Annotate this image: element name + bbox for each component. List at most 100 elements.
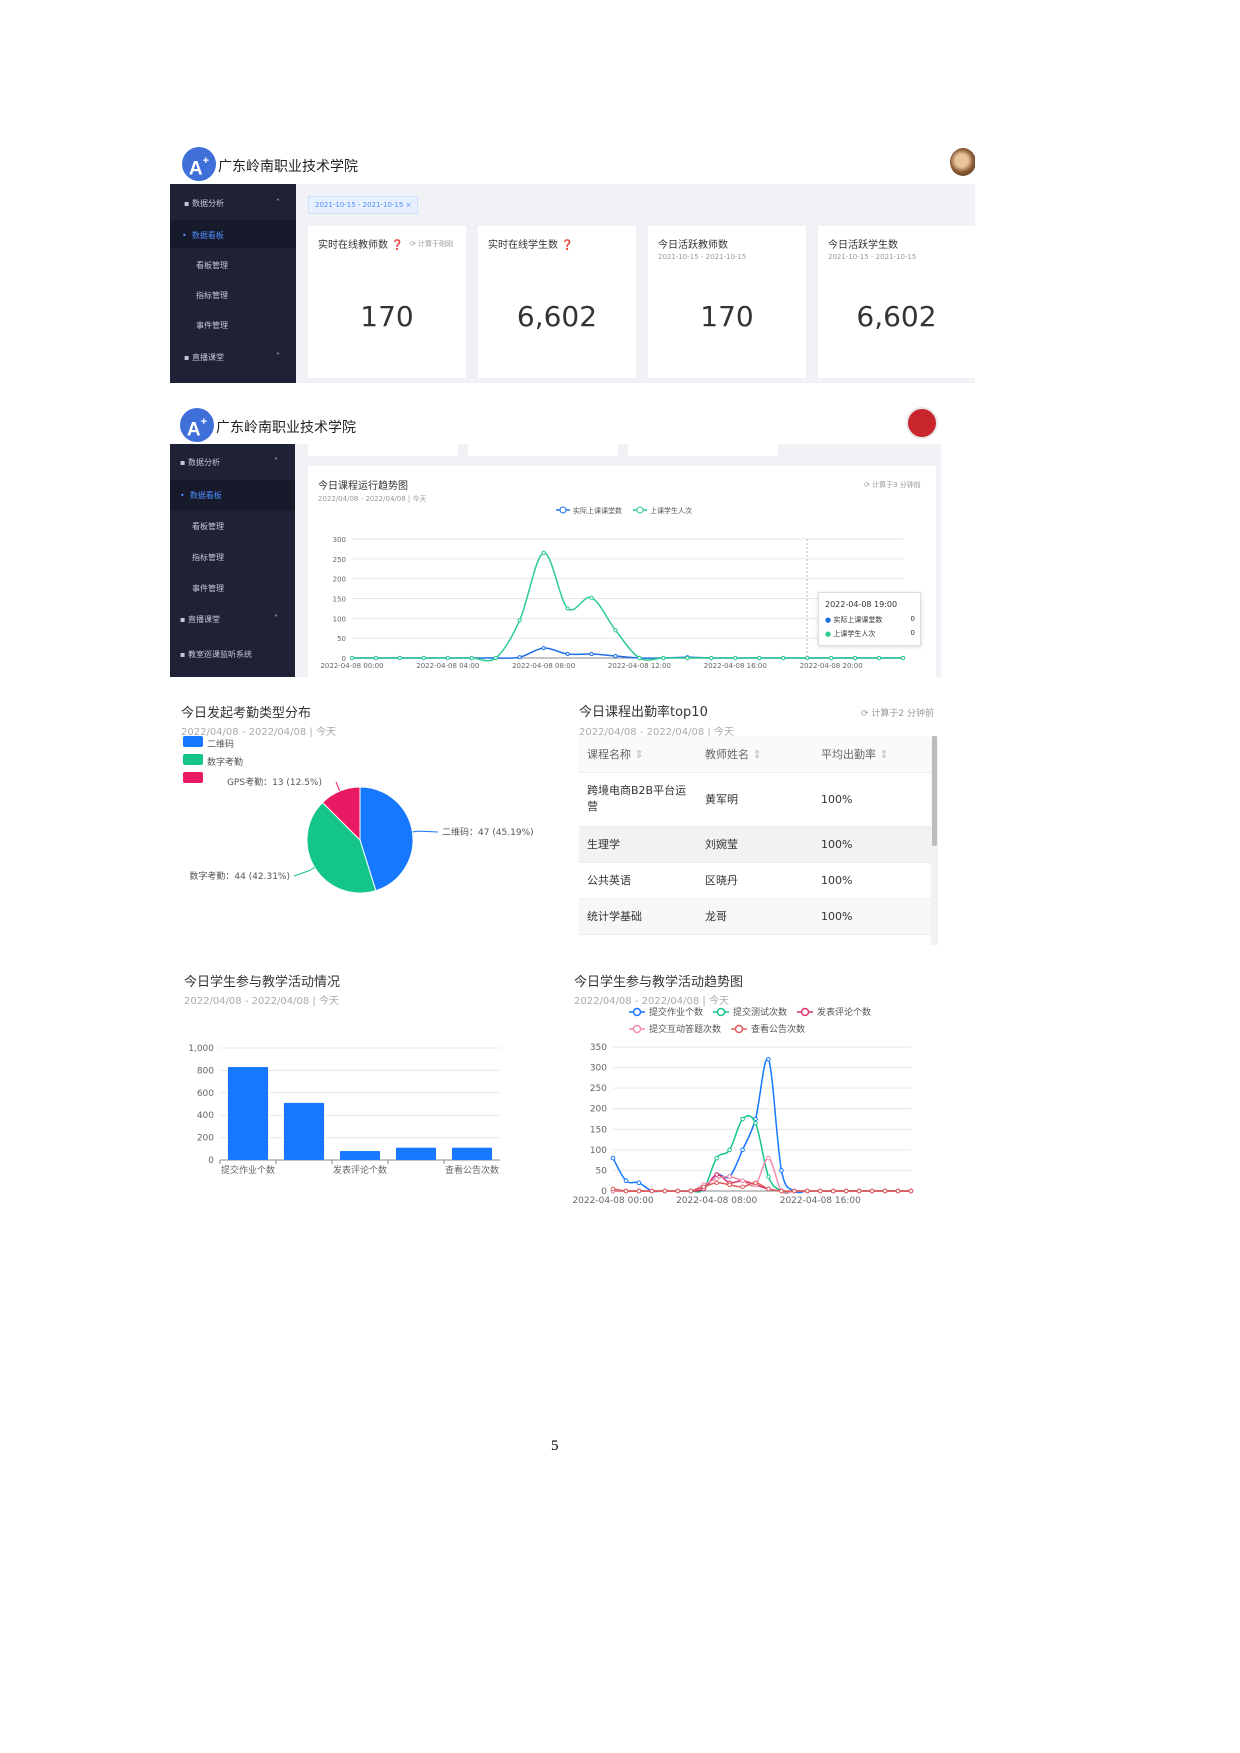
scrollbar-thumb[interactable] bbox=[932, 736, 937, 846]
sidebar-item-live-class[interactable]: ▪ 直播课堂 ˅ bbox=[184, 352, 280, 362]
data-point bbox=[610, 1186, 616, 1192]
table-row[interactable]: 统计学基础 龙哥 100% bbox=[579, 898, 933, 935]
help-icon[interactable]: ❓ bbox=[391, 240, 404, 251]
column-header-rate[interactable]: 平均出勤率 ⇕ bbox=[813, 736, 933, 773]
data-point bbox=[869, 1188, 875, 1194]
panel-subtitle: 2022/04/08 - 2022/04/08 | 今天 bbox=[318, 495, 427, 503]
sidebar-active-row bbox=[170, 220, 296, 248]
bar bbox=[228, 1067, 268, 1160]
sidebar-item-data-board[interactable]: • 数据看板 bbox=[180, 491, 222, 500]
series-line bbox=[612, 1057, 911, 1194]
x-tick-label: 查看公告次数 bbox=[445, 1164, 499, 1176]
refresh-note: ⟳ 计算于刚刚 bbox=[410, 240, 454, 248]
panel-subtitle: 2022/04/08 - 2022/04/08 | 今天 bbox=[184, 996, 339, 1007]
data-point bbox=[445, 655, 450, 661]
data-point bbox=[610, 1155, 616, 1161]
sidebar-item-metric-manage[interactable]: 指标管理 bbox=[196, 291, 228, 300]
legend-label: 提交作业个数 bbox=[649, 1006, 703, 1018]
school-logo[interactable]: A+ bbox=[182, 147, 216, 181]
attendance-pie-chart: 二维码：47 (45.19%) 数字考勤：44 (42.31%) GPS考勤：13 … bbox=[183, 736, 534, 894]
sort-icon[interactable]: ⇕ bbox=[879, 747, 889, 761]
panel-subtitle: 2022/04/08 - 2022/04/08 | 今天 bbox=[579, 727, 734, 738]
school-seal-avatar[interactable] bbox=[906, 407, 938, 439]
sidebar: ▪ 数据分析 ˄ • 数据看板 看板管理 指标管理 事件管理 ▪ 直播课堂 ˅ bbox=[170, 184, 296, 383]
sidebar-item-event-manage[interactable]: 事件管理 bbox=[196, 321, 228, 330]
refresh-icon[interactable]: ⟳ bbox=[864, 481, 870, 489]
sort-icon[interactable]: ⇕ bbox=[752, 747, 762, 761]
data-point bbox=[727, 1174, 732, 1179]
data-point bbox=[740, 1178, 745, 1184]
user-avatar[interactable] bbox=[950, 148, 975, 176]
data-point bbox=[766, 1057, 771, 1062]
y-tick-label: 100 bbox=[333, 615, 346, 623]
dot-icon: ● bbox=[825, 630, 832, 638]
legend-marker bbox=[734, 1024, 744, 1034]
data-point bbox=[753, 1180, 758, 1186]
refresh-note: ⟳ 计算于3 分钟前 bbox=[864, 481, 921, 489]
sidebar-item-data-board[interactable]: • 数据看板 bbox=[182, 231, 224, 240]
legend-label: 上课学生人次 bbox=[650, 506, 692, 515]
sidebar-item-event-manage[interactable]: 事件管理 bbox=[192, 584, 224, 593]
data-point bbox=[895, 1188, 901, 1194]
stat-card-date: 2021-10-15 - 2021-10-15 bbox=[828, 253, 917, 261]
table-header-row: 课程名称 ⇕ 教师姓名 ⇕ 平均出勤率 ⇕ bbox=[579, 736, 933, 773]
label-leader bbox=[335, 781, 341, 792]
column-header-teacher[interactable]: 教师姓名 ⇕ bbox=[697, 736, 813, 773]
data-point bbox=[900, 655, 906, 661]
legend-marker bbox=[636, 506, 644, 514]
chart-tooltip: 2022-04-08 19:00 ● 实际上课课堂数 0 ● 上课学生人次 0 bbox=[818, 592, 921, 646]
data-point bbox=[421, 655, 426, 661]
help-icon[interactable]: ❓ bbox=[561, 240, 574, 251]
y-tick-label: 0 bbox=[601, 1187, 607, 1197]
stat-card-title: 实时在线学生数 ❓ bbox=[488, 240, 574, 251]
data-point bbox=[517, 618, 522, 623]
x-tick-label: 2022-04-08 20:00 bbox=[800, 662, 863, 670]
sidebar-item-metric-manage[interactable]: 指标管理 bbox=[192, 553, 224, 562]
sidebar-item-board-manage[interactable]: 看板管理 bbox=[192, 522, 224, 531]
tooltip-row: ● 实际上课课堂数 0 bbox=[825, 615, 915, 624]
data-point bbox=[637, 655, 642, 661]
table-row[interactable]: 公共英语 区晓丹 100% bbox=[579, 862, 933, 899]
y-tick-label: 250 bbox=[333, 556, 346, 564]
chart-icon: ▪ bbox=[180, 458, 186, 467]
series-line bbox=[613, 1115, 911, 1193]
chart-icon: ▪ bbox=[184, 199, 190, 208]
data-point bbox=[830, 1188, 836, 1194]
tooltip-row: ● 上课学生人次 0 bbox=[825, 629, 915, 638]
close-icon[interactable]: × bbox=[405, 201, 412, 209]
sort-icon[interactable]: ⇕ bbox=[634, 747, 644, 761]
data-point bbox=[685, 655, 690, 661]
data-point bbox=[843, 1188, 849, 1194]
label-leader bbox=[412, 830, 439, 833]
data-point bbox=[779, 1168, 784, 1173]
stat-card-value: 6,602 bbox=[856, 300, 937, 333]
sidebar-item-board-manage[interactable]: 看板管理 bbox=[196, 261, 228, 270]
table-row[interactable]: 生理学 刘婉莹 100% bbox=[579, 826, 933, 863]
sidebar-active-row bbox=[170, 480, 295, 510]
data-point bbox=[397, 655, 403, 661]
sidebar-item-live-class[interactable]: ▪ 直播课堂 ˅ bbox=[180, 614, 278, 624]
sidebar-item-data-analysis[interactable]: ▪ 数据分析 ˄ bbox=[180, 457, 278, 467]
sidebar-item-data-analysis[interactable]: ▪ 数据分析 ˄ bbox=[184, 198, 280, 208]
table-row[interactable]: 跨境电商B2B平台运营 黄军明 100% bbox=[579, 772, 933, 827]
refresh-icon[interactable]: ⟳ bbox=[861, 709, 869, 719]
data-point bbox=[757, 655, 762, 661]
x-tick-label: 提交作业个数 bbox=[221, 1164, 275, 1176]
panel-title: 今日课程运行趋势图 bbox=[318, 481, 408, 492]
column-header-course[interactable]: 课程名称 ⇕ bbox=[579, 736, 697, 773]
sidebar-item-patrol-system[interactable]: ▪ 教室巡课监听系统 bbox=[180, 650, 252, 659]
legend-marker bbox=[632, 1024, 642, 1034]
bar bbox=[396, 1147, 436, 1160]
refresh-icon[interactable]: ⟳ bbox=[410, 240, 416, 248]
school-logo[interactable]: A+ bbox=[180, 408, 214, 442]
cell-rate: 100% bbox=[813, 862, 933, 899]
y-tick-label: 350 bbox=[590, 1043, 607, 1053]
date-filter-tag[interactable]: 2021-10-15 - 2021-10-15 × bbox=[308, 196, 419, 214]
cell-rate: 100% bbox=[813, 826, 933, 863]
y-tick-label: 100 bbox=[590, 1146, 607, 1156]
data-point bbox=[818, 1188, 823, 1194]
student-activity-bar-chart: 0 200 400 600 800 1,000 提交作业个数 发表评论个数 查看公告次数 bbox=[188, 1044, 500, 1176]
cell-course: 公共英语 bbox=[579, 862, 697, 899]
slice-label: GPS考勤：13 (12.5%) bbox=[227, 776, 322, 788]
pie-slice bbox=[359, 786, 414, 892]
